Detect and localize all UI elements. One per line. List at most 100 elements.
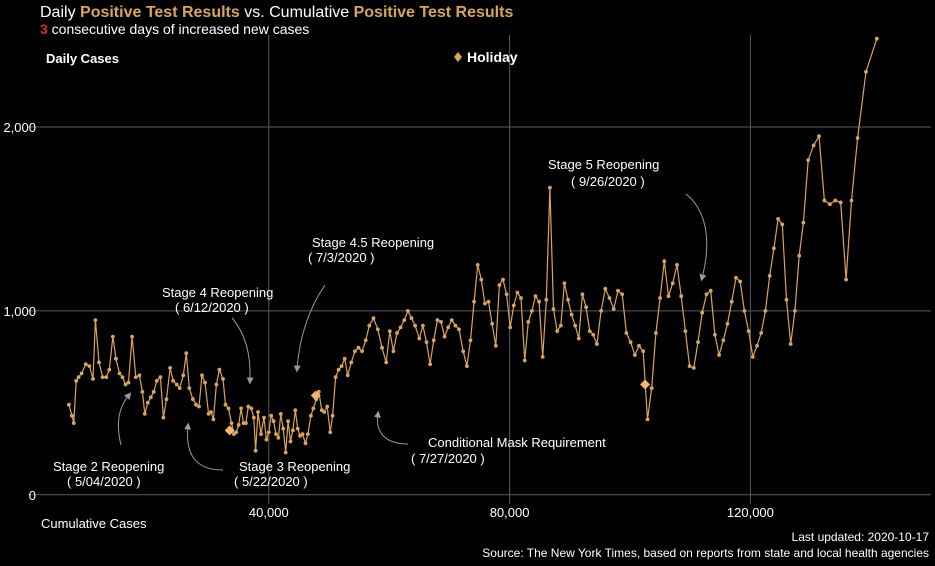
data-point-114 (409, 316, 414, 321)
axis-ticks: 0 1,000 2,000 40,000 80,000 120,000 (3, 120, 773, 520)
data-point-59 (246, 404, 251, 409)
title-mid: vs. Cumulative (239, 4, 354, 21)
data-point-208 (776, 217, 780, 221)
series-points (67, 36, 879, 455)
annotation-arrows (117, 193, 708, 471)
data-point-38 (187, 386, 192, 390)
data-point-91 (328, 430, 333, 435)
data-point-190 (700, 310, 705, 315)
data-point-39 (191, 397, 195, 402)
data-point-84 (309, 413, 313, 418)
data-point-154 (555, 329, 560, 333)
data-point-76 (288, 439, 293, 444)
data-point-207 (772, 246, 776, 251)
data-point-142 (511, 303, 516, 308)
data-point-181 (662, 259, 667, 264)
data-point-167 (603, 286, 608, 291)
data-point-9 (93, 318, 98, 322)
data-point-50 (223, 402, 228, 407)
annotation-stage-5-title: Stage 5 Reopening (548, 157, 659, 172)
data-point-25 (145, 400, 150, 405)
data-point-65 (262, 415, 266, 420)
data-point-75 (286, 419, 290, 424)
data-point-131 (472, 299, 476, 304)
data-point-191 (704, 292, 709, 297)
data-point-52 (229, 421, 234, 425)
data-point-70 (274, 432, 278, 436)
data-point-168 (607, 296, 612, 300)
data-point-96 (342, 356, 347, 361)
data-point-215 (806, 158, 811, 163)
data-point-90 (325, 404, 330, 409)
data-point-42 (200, 373, 204, 378)
data-point-216 (811, 143, 816, 148)
data-point-184 (675, 263, 679, 267)
data-point-170 (616, 288, 620, 293)
data-point-64 (259, 432, 263, 436)
data-point-195 (721, 338, 726, 343)
data-point-224 (855, 136, 860, 140)
data-point-115 (413, 323, 417, 328)
data-point-226 (874, 36, 879, 41)
data-point-8 (91, 377, 95, 381)
data-point-47 (214, 382, 219, 387)
y-tick-label-2000: 2,000 (3, 120, 36, 135)
data-point-54 (234, 430, 239, 435)
data-point-32 (168, 366, 173, 370)
data-point-40 (194, 402, 198, 407)
data-point-151 (544, 297, 549, 302)
data-point-145 (522, 358, 527, 363)
data-point-19 (126, 380, 131, 385)
data-point-100 (356, 345, 361, 350)
data-point-129 (465, 364, 469, 368)
data-point-108 (387, 329, 392, 333)
data-point-14 (111, 334, 115, 339)
annotation-stage-45-date: ( 7/3/2020 ) (308, 250, 375, 265)
arrow-stage-3 (184, 422, 224, 471)
data-point-144 (519, 296, 523, 300)
data-point-160 (576, 336, 581, 341)
data-point-130 (468, 338, 473, 343)
data-point-26 (148, 395, 153, 400)
data-point-28 (154, 378, 159, 383)
data-point-157 (566, 297, 570, 302)
data-point-41 (197, 404, 201, 409)
data-point-30 (161, 415, 166, 420)
data-point-29 (158, 375, 163, 379)
data-point-22 (137, 373, 142, 378)
subtitle-text: consecutive days of increased new cases (47, 21, 310, 37)
series-line (68, 38, 878, 454)
data-point-92 (330, 413, 335, 418)
annotation-stage-4-date: ( 6/12/2020 ) (175, 300, 249, 315)
data-point-78 (293, 408, 298, 413)
data-point-97 (345, 373, 350, 378)
data-point-93 (333, 375, 338, 379)
data-point-18 (123, 382, 128, 387)
data-point-61 (251, 415, 256, 420)
x-tick-label-40000: 40,000 (249, 505, 289, 520)
arrow-stage-4 (231, 317, 254, 385)
data-point-188 (691, 366, 696, 370)
data-point-204 (759, 331, 764, 335)
chart-subtitle: 3 consecutive days of increased new case… (40, 21, 309, 37)
source-note: Source: The New York Times, based on rep… (482, 546, 929, 560)
data-point-68 (269, 413, 274, 418)
holiday-legend-diamond (454, 52, 462, 62)
data-point-222 (844, 277, 848, 282)
data-point-125 (449, 318, 454, 322)
data-point-10 (97, 360, 101, 365)
data-point-0 (67, 402, 71, 407)
annotation-stage-3: Stage 3 Reopening ( 5/22/2020 ) (234, 459, 350, 489)
data-point-103 (367, 323, 372, 328)
data-point-213 (797, 253, 802, 258)
data-point-177 (645, 417, 650, 422)
data-point-148 (533, 294, 538, 299)
data-point-199 (738, 279, 743, 284)
data-point-174 (632, 353, 637, 357)
data-point-186 (683, 329, 688, 333)
data-point-180 (658, 296, 662, 300)
data-point-37 (184, 351, 189, 356)
data-point-116 (417, 336, 422, 341)
data-point-15 (114, 356, 118, 361)
data-point-98 (349, 360, 354, 365)
